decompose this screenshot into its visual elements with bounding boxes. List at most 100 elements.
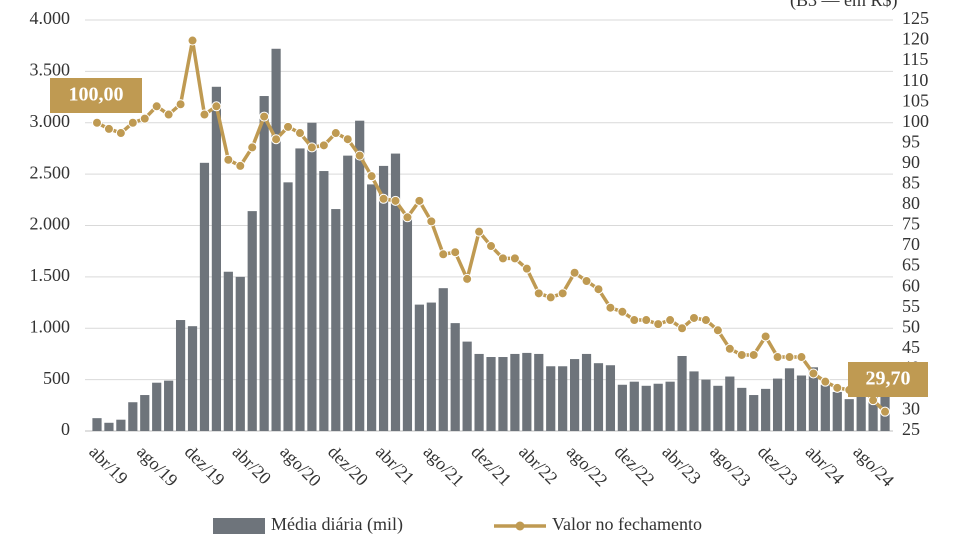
line-point — [294, 128, 305, 139]
bar — [307, 122, 317, 431]
x-tick-label: ago/20 — [276, 442, 325, 491]
bar — [713, 385, 723, 431]
bar — [581, 353, 592, 431]
line-point — [772, 352, 783, 363]
line-point — [92, 117, 102, 128]
line-point — [402, 212, 413, 223]
line-point — [629, 315, 640, 326]
line-point — [545, 292, 556, 303]
y-tick-label: 1.000 — [30, 316, 71, 336]
bar — [331, 209, 341, 431]
bar — [152, 382, 162, 431]
bar — [653, 383, 663, 431]
x-tick-label: dez/19 — [181, 442, 229, 490]
value-label: 29,70 — [866, 368, 911, 390]
y-tick-label: 2.000 — [30, 214, 71, 234]
line-point — [796, 352, 807, 363]
line-point — [127, 117, 138, 128]
bar — [283, 182, 293, 431]
bar — [677, 355, 687, 431]
line-point — [259, 111, 270, 122]
bar — [343, 155, 353, 431]
bar — [438, 288, 448, 431]
x-tick-label: abr/19 — [85, 442, 132, 489]
line-point — [509, 253, 520, 264]
bar — [116, 419, 126, 431]
bar — [784, 368, 795, 431]
bar — [319, 171, 329, 432]
bar — [271, 48, 281, 432]
y2-tick-label: 125 — [902, 8, 929, 28]
bar — [832, 391, 842, 431]
y2-tick-label: 95 — [902, 131, 920, 151]
line-point — [450, 247, 461, 258]
line-point — [557, 288, 568, 299]
line-point — [306, 142, 317, 153]
x-tick-label: dez/20 — [324, 442, 372, 490]
bar — [402, 215, 413, 431]
bar — [534, 353, 544, 431]
y2-tick-label: 75 — [902, 214, 920, 234]
x-tick-label: abr/23 — [658, 442, 705, 489]
bar — [737, 387, 747, 431]
x-tick-label: ago/22 — [563, 442, 612, 491]
y2-tick-label: 45 — [902, 337, 920, 357]
y2-tick-label: 55 — [902, 296, 920, 316]
y2-tick-label: 115 — [902, 49, 928, 69]
y2-tick-label: 90 — [902, 152, 920, 172]
y2-tick-label: 50 — [902, 316, 920, 336]
y-tick-label: 4.000 — [30, 8, 71, 28]
x-tick-label: dez/21 — [467, 442, 515, 490]
line-point — [318, 140, 329, 151]
bar — [761, 388, 771, 431]
y2-tick-label: 100 — [902, 111, 929, 131]
line-point — [605, 302, 616, 313]
line-point — [115, 128, 126, 139]
line-point — [486, 241, 497, 252]
line-point — [880, 406, 891, 417]
bar — [164, 380, 174, 431]
line-point — [342, 134, 353, 145]
bar — [367, 184, 377, 431]
line-point — [438, 249, 449, 260]
line-point — [808, 368, 819, 379]
line-point — [689, 312, 699, 323]
line-point — [748, 349, 759, 360]
line-point — [677, 323, 688, 334]
x-tick-label: ago/19 — [133, 442, 182, 491]
line-point — [211, 101, 222, 112]
bar — [617, 384, 627, 431]
y2-tick-label: 120 — [902, 29, 929, 49]
y-tick-label: 500 — [43, 368, 70, 388]
line-point — [271, 134, 282, 145]
bar — [665, 381, 675, 431]
y2-tick-label: 85 — [902, 173, 920, 193]
bar — [235, 276, 245, 431]
line-point — [474, 226, 485, 237]
line-point — [390, 195, 401, 206]
line-point — [247, 142, 258, 153]
bar — [701, 379, 711, 431]
line-point — [533, 288, 544, 299]
bar — [128, 402, 138, 431]
value-label-box — [848, 362, 928, 397]
chart-subtitle: (B3 — em R$) — [790, 0, 898, 11]
line-point — [784, 352, 795, 363]
bar — [355, 120, 365, 431]
line-point — [283, 121, 294, 132]
line-point — [163, 109, 174, 120]
bar — [175, 320, 186, 431]
legend-label: Valor no fechamento — [552, 514, 702, 534]
line-point — [665, 315, 676, 326]
bar — [510, 353, 520, 431]
line-point — [521, 263, 532, 274]
line-point — [330, 128, 341, 139]
line-point — [736, 349, 747, 360]
line-point — [700, 315, 711, 326]
x-tick-label: dez/22 — [611, 442, 659, 490]
bar — [498, 357, 508, 431]
y2-tick-label: 80 — [902, 193, 920, 213]
line-point — [235, 160, 246, 171]
value-label-box — [50, 78, 142, 113]
